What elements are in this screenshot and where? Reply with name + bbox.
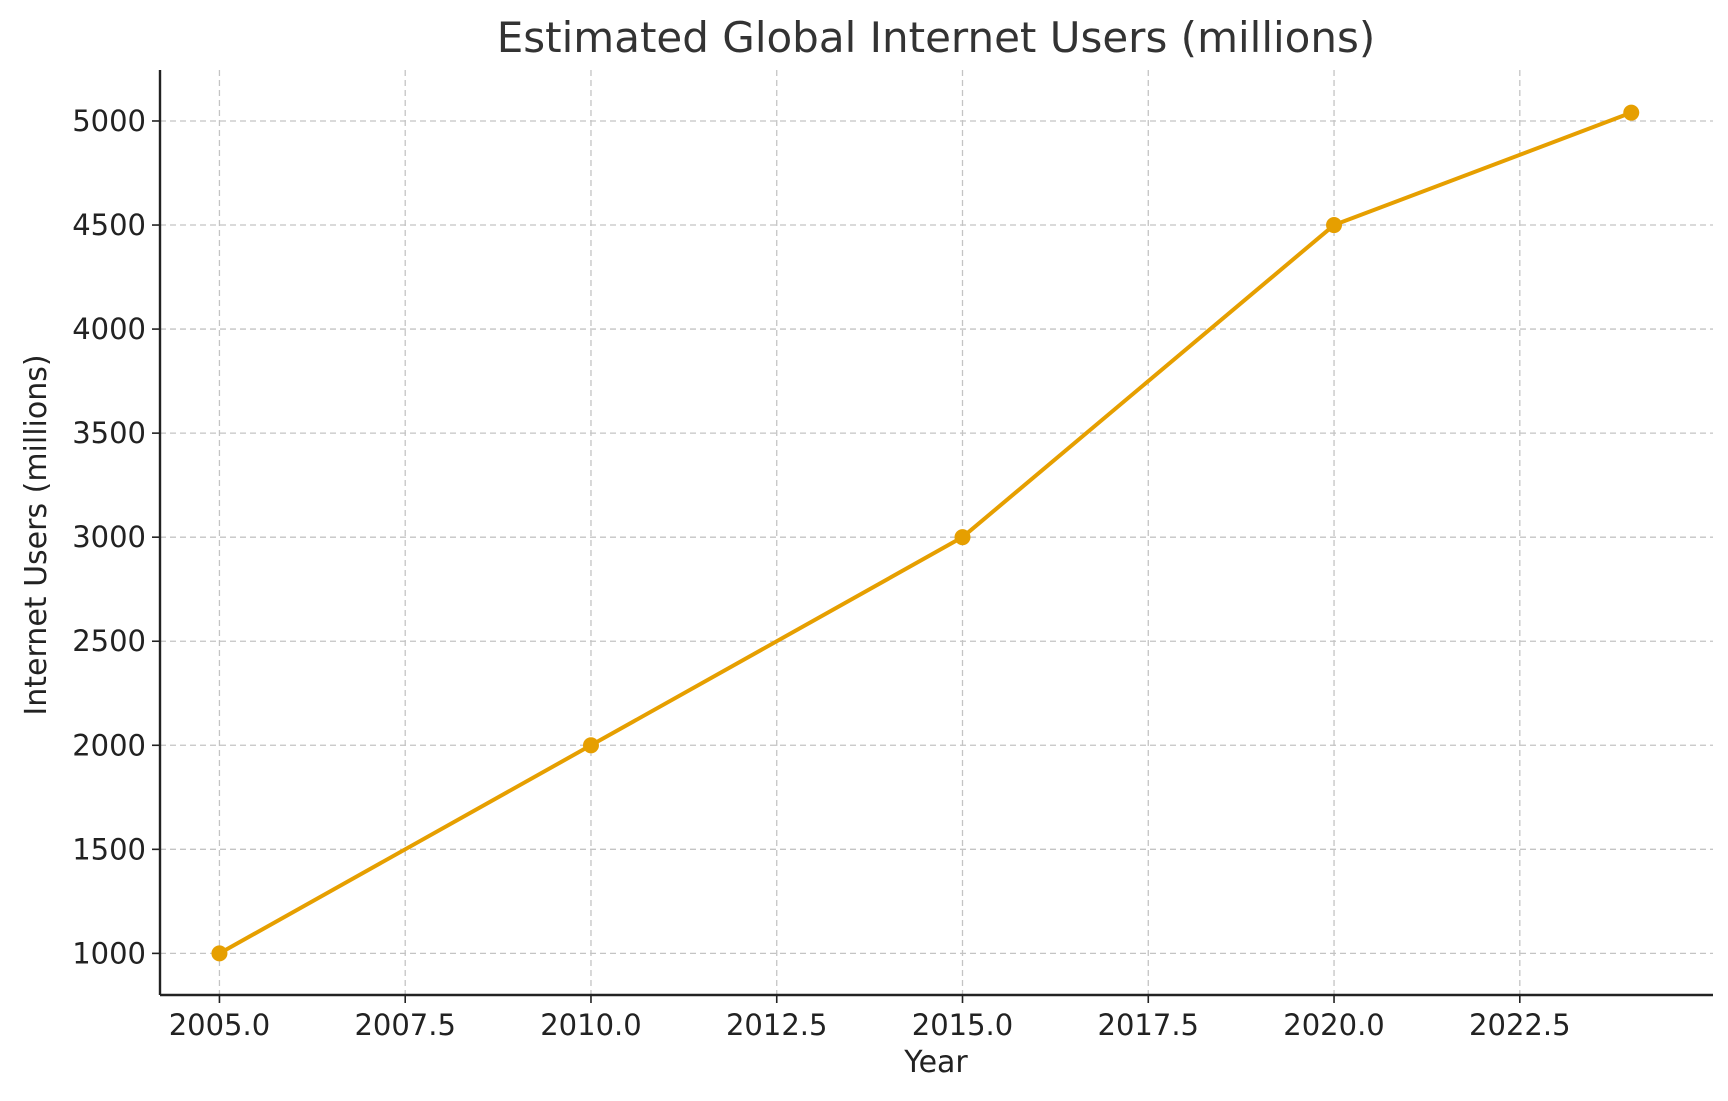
y-tick-label: 3500	[72, 416, 146, 450]
data-point-marker	[211, 945, 228, 962]
data-point-marker	[1623, 104, 1640, 121]
y-axis-title: Internet Users (millions)	[19, 354, 54, 715]
y-tick-label: 5000	[72, 104, 146, 138]
y-tick-label: 2000	[72, 728, 146, 762]
y-tick-label: 1000	[72, 936, 146, 970]
x-axis-title: Year	[903, 1045, 968, 1080]
x-tick-label: 2010.0	[540, 1008, 641, 1042]
chart-title: Estimated Global Internet Users (million…	[497, 13, 1376, 62]
data-point-marker	[582, 737, 599, 754]
y-tick-label: 1500	[72, 832, 146, 866]
series-line	[217, 110, 1634, 956]
data-point-marker	[1326, 217, 1343, 234]
data-point-marker	[954, 529, 971, 546]
x-tick-label: 2005.0	[169, 1008, 270, 1042]
ticks: 2005.0 2007.5 2010.0 2012.5 2015.0 2017.5 2020…	[72, 104, 1570, 1042]
x-tick-label: 2007.5	[354, 1008, 455, 1042]
x-tick-label: 2022.5	[1469, 1008, 1570, 1042]
axes	[158, 70, 1713, 997]
y-tick-label: 4500	[72, 208, 146, 242]
x-tick-label: 2017.5	[1098, 1008, 1199, 1042]
series	[211, 104, 1640, 962]
y-tick-label: 3000	[72, 520, 146, 554]
y-tick-label: 4000	[72, 312, 146, 346]
y-tick-label: 2500	[72, 624, 146, 658]
x-tick-label: 2020.0	[1283, 1008, 1384, 1042]
x-tick-label: 2012.5	[726, 1008, 827, 1042]
x-tick-label: 2015.0	[912, 1008, 1013, 1042]
